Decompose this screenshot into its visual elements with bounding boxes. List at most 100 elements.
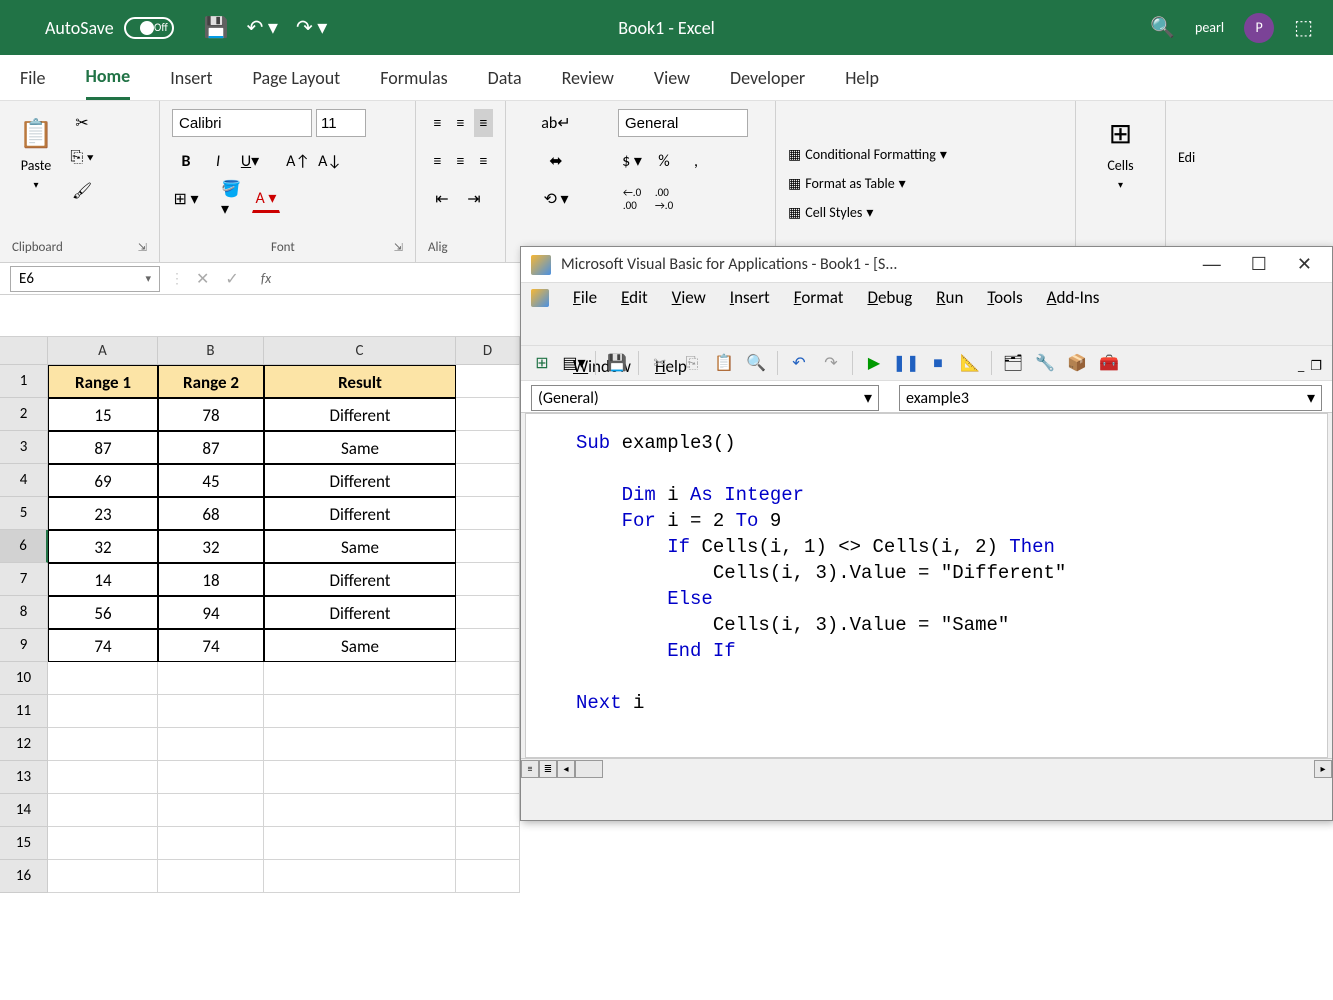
- row-header[interactable]: 4: [0, 464, 48, 497]
- cell[interactable]: 32: [158, 530, 264, 563]
- enter-icon[interactable]: ✓: [225, 269, 238, 289]
- vba-child-restore-icon[interactable]: ❐: [1310, 359, 1322, 374]
- align-right-icon[interactable]: ≡: [474, 147, 493, 175]
- cell[interactable]: Range 2: [158, 365, 264, 398]
- cell[interactable]: [158, 761, 264, 794]
- tab-file[interactable]: File: [20, 57, 46, 99]
- undo-icon[interactable]: ↶: [788, 352, 810, 374]
- cell[interactable]: [264, 761, 456, 794]
- autosave-toggle[interactable]: AutoSave Off: [45, 17, 174, 39]
- tab-formulas[interactable]: Formulas: [380, 57, 447, 99]
- cell[interactable]: [456, 794, 520, 827]
- orientation-icon[interactable]: ⟲ ▾: [518, 185, 594, 213]
- percent-icon[interactable]: %: [650, 147, 678, 175]
- cell[interactable]: [456, 596, 520, 629]
- row-header[interactable]: 8: [0, 596, 48, 629]
- cell[interactable]: Different: [264, 563, 456, 596]
- row-header[interactable]: 16: [0, 860, 48, 893]
- vba-scroll-bar[interactable]: ≡ ≣ ◂ ▸: [521, 758, 1332, 778]
- search-icon[interactable]: 🔍: [1150, 15, 1175, 40]
- cell[interactable]: [48, 728, 158, 761]
- italic-button[interactable]: I: [204, 147, 232, 175]
- cell[interactable]: [456, 563, 520, 596]
- vba-menu-view[interactable]: View: [672, 287, 706, 308]
- cell[interactable]: [456, 860, 520, 893]
- format-painter-icon[interactable]: 🖌: [68, 177, 96, 205]
- run-icon[interactable]: ▶: [863, 352, 885, 374]
- row-header[interactable]: 14: [0, 794, 48, 827]
- view-proc-icon[interactable]: ≣: [539, 760, 557, 778]
- cell[interactable]: [48, 860, 158, 893]
- font-size-select[interactable]: [316, 109, 366, 137]
- cell[interactable]: [158, 794, 264, 827]
- conditional-formatting-button[interactable]: ▦ Conditional Formatting ▾: [788, 146, 1063, 163]
- row-header[interactable]: 11: [0, 695, 48, 728]
- cell[interactable]: [456, 398, 520, 431]
- font-name-select[interactable]: [172, 109, 312, 137]
- redo-icon[interactable]: ↷ ▾: [296, 15, 327, 40]
- close-icon[interactable]: ✕: [1287, 254, 1322, 275]
- increase-font-icon[interactable]: A↑: [284, 147, 312, 175]
- align-bottom-icon[interactable]: ≡: [474, 109, 493, 137]
- row-header[interactable]: 1: [0, 365, 48, 398]
- project-explorer-icon[interactable]: 🗂: [1002, 352, 1024, 374]
- toolbox-icon[interactable]: 🧰: [1098, 352, 1120, 374]
- cell[interactable]: [456, 365, 520, 398]
- object-browser-icon[interactable]: 📦: [1066, 352, 1088, 374]
- cell[interactable]: [48, 827, 158, 860]
- tab-page-layout[interactable]: Page Layout: [253, 57, 341, 99]
- tab-view[interactable]: View: [654, 57, 690, 99]
- vba-menu-format[interactable]: Format: [794, 287, 844, 308]
- cell[interactable]: Different: [264, 464, 456, 497]
- copy-icon[interactable]: ⎘ ▾: [68, 143, 96, 171]
- tab-home[interactable]: Home: [86, 55, 131, 100]
- cut-icon[interactable]: ✂: [68, 109, 96, 137]
- cell[interactable]: [264, 794, 456, 827]
- cell[interactable]: [456, 662, 520, 695]
- vba-menu-edit[interactable]: Edit: [621, 287, 648, 308]
- select-all-corner[interactable]: [0, 337, 48, 365]
- cell[interactable]: Range 1: [48, 365, 158, 398]
- cell[interactable]: 87: [48, 431, 158, 464]
- scroll-thumb[interactable]: [575, 760, 603, 778]
- paste-icon[interactable]: 📋: [713, 352, 735, 374]
- vba-menu-debug[interactable]: Debug: [867, 287, 912, 308]
- borders-icon[interactable]: ⊞ ▾: [172, 185, 200, 213]
- reset-icon[interactable]: ■: [927, 352, 949, 374]
- cell[interactable]: [264, 827, 456, 860]
- clipboard-launcher-icon[interactable]: ⇲: [138, 241, 147, 254]
- cell[interactable]: Same: [264, 629, 456, 662]
- ribbon-display-icon[interactable]: ⬚: [1294, 15, 1313, 40]
- maximize-icon[interactable]: ☐: [1241, 254, 1277, 275]
- col-header-C[interactable]: C: [264, 337, 456, 365]
- cell[interactable]: Different: [264, 497, 456, 530]
- row-header[interactable]: 5: [0, 497, 48, 530]
- cell[interactable]: 23: [48, 497, 158, 530]
- cell[interactable]: [264, 695, 456, 728]
- vba-procedure-dropdown[interactable]: example3▾: [899, 385, 1322, 411]
- format-as-table-button[interactable]: ▦ Format as Table ▾: [788, 175, 1063, 192]
- cell[interactable]: Different: [264, 596, 456, 629]
- cell[interactable]: 87: [158, 431, 264, 464]
- cell[interactable]: 74: [158, 629, 264, 662]
- cell[interactable]: [158, 860, 264, 893]
- cell[interactable]: 18: [158, 563, 264, 596]
- name-box[interactable]: E6▾: [10, 266, 160, 292]
- cell[interactable]: 45: [158, 464, 264, 497]
- tab-help[interactable]: Help: [845, 57, 879, 99]
- redo-icon[interactable]: ↷: [820, 352, 842, 374]
- vba-title-bar[interactable]: Microsoft Visual Basic for Applications …: [521, 247, 1332, 283]
- decrease-decimal-icon[interactable]: .00→.0: [650, 185, 678, 213]
- cell[interactable]: [158, 827, 264, 860]
- vba-code-pane[interactable]: Sub example3() Dim i As Integer For i = …: [525, 413, 1328, 758]
- row-header[interactable]: 6: [0, 530, 48, 563]
- cell[interactable]: 14: [48, 563, 158, 596]
- copy-icon[interactable]: ⎘: [681, 352, 703, 374]
- excel-icon[interactable]: ⊞: [531, 352, 553, 374]
- align-center-icon[interactable]: ≡: [451, 147, 470, 175]
- align-middle-icon[interactable]: ≡: [451, 109, 470, 137]
- row-header[interactable]: 2: [0, 398, 48, 431]
- wrap-text-icon[interactable]: ab↵: [518, 109, 594, 137]
- col-header-B[interactable]: B: [158, 337, 264, 365]
- number-format-select[interactable]: [618, 109, 748, 137]
